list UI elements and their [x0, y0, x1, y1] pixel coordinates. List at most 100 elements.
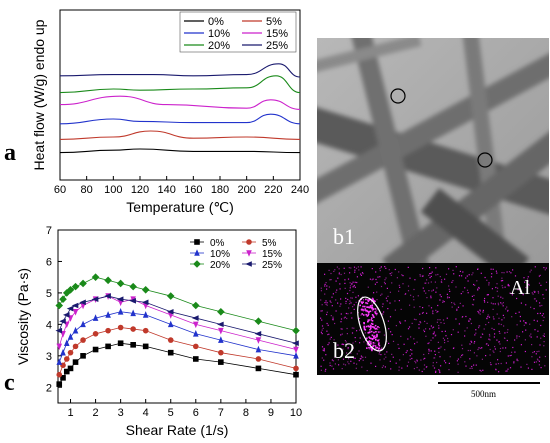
- y-tick-label: 5: [46, 288, 52, 300]
- eds-dot: [386, 287, 388, 289]
- eds-dot: [439, 294, 441, 296]
- eds-dot: [450, 334, 453, 336]
- eds-dot: [436, 287, 438, 289]
- eds-dot: [501, 319, 503, 321]
- data-point: [130, 342, 136, 348]
- eds-dot: [343, 343, 345, 346]
- eds-dot-cluster: [359, 304, 361, 307]
- eds-dot: [346, 352, 348, 354]
- eds-dot: [409, 358, 411, 360]
- eds-dot: [518, 311, 520, 313]
- eds-dot: [364, 356, 367, 358]
- eds-dot: [402, 275, 404, 277]
- eds-dot: [351, 297, 353, 299]
- eds-dot: [338, 364, 340, 366]
- eds-dot: [378, 331, 380, 333]
- data-point: [129, 282, 137, 291]
- eds-dot: [340, 273, 342, 276]
- eds-dot: [469, 343, 471, 345]
- eds-dot: [328, 286, 330, 288]
- eds-dot: [482, 369, 484, 371]
- legend-marker: [193, 260, 201, 268]
- eds-dot: [542, 319, 544, 322]
- eds-dot: [429, 267, 431, 269]
- eds-dot: [430, 297, 432, 299]
- eds-dot: [505, 308, 507, 310]
- eds-dot-cluster: [370, 327, 372, 330]
- eds-dot: [530, 333, 532, 335]
- eds-dot: [326, 285, 328, 287]
- data-point: [142, 327, 149, 334]
- eds-dot: [383, 334, 385, 336]
- eds-dot: [385, 356, 387, 358]
- eds-dot-cluster: [361, 302, 363, 305]
- eds-dot-cluster: [366, 310, 369, 313]
- eds-dot: [328, 333, 330, 335]
- eds-dot: [506, 339, 508, 342]
- eds-dot: [344, 340, 346, 342]
- eds-dot: [487, 316, 489, 318]
- eds-dot: [347, 347, 349, 349]
- eds-dot: [443, 339, 446, 341]
- eds-dot: [387, 295, 389, 297]
- eds-dot: [525, 329, 527, 331]
- eds-dot: [544, 269, 546, 271]
- scale-bar-label: 500nm: [471, 389, 496, 399]
- legend-label: 10%: [210, 249, 230, 260]
- eds-dot: [330, 336, 332, 338]
- eds-dot: [425, 328, 427, 330]
- plot-frame: [59, 9, 301, 181]
- legend-marker: [194, 239, 200, 245]
- eds-dot: [488, 338, 490, 340]
- eds-dot: [516, 335, 518, 337]
- eds-dot: [537, 359, 539, 361]
- eds-dot: [344, 287, 346, 289]
- eds-dot: [338, 273, 340, 275]
- eds-dot: [497, 304, 500, 306]
- eds-dot: [335, 280, 337, 282]
- eds-dot: [542, 335, 544, 337]
- data-point: [59, 318, 66, 325]
- eds-dot: [451, 302, 453, 304]
- eds-dot: [480, 347, 482, 349]
- eds-dot: [483, 328, 485, 330]
- eds-dot: [354, 269, 356, 271]
- eds-dot: [369, 278, 371, 280]
- eds-dot: [500, 302, 502, 304]
- eds-dot: [399, 286, 401, 288]
- eds-dot: [384, 366, 386, 368]
- eds-dot: [389, 302, 391, 304]
- eds-dot: [347, 361, 349, 363]
- x-tick-label: 6: [193, 407, 199, 419]
- eds-dot: [337, 277, 339, 279]
- eds-dot: [495, 369, 497, 371]
- eds-dot: [329, 279, 331, 281]
- eds-dot-cluster: [371, 307, 373, 310]
- legend-label: 0%: [210, 238, 225, 249]
- eds-dot: [480, 336, 482, 338]
- eds-dot: [324, 273, 326, 275]
- y-tick-label: 2: [46, 382, 52, 394]
- eds-dot: [531, 368, 533, 370]
- eds-dot: [514, 339, 516, 341]
- eds-dot: [323, 350, 325, 352]
- eds-dot: [355, 367, 357, 369]
- eds-dot: [527, 286, 529, 288]
- data-point: [167, 349, 174, 356]
- eds-dot: [520, 366, 522, 368]
- eds-dot: [498, 330, 500, 333]
- eds-dot: [422, 311, 424, 314]
- eds-dot: [473, 283, 475, 286]
- eds-dot: [525, 322, 527, 325]
- eds-dot: [494, 346, 496, 348]
- eds-dot: [350, 360, 352, 362]
- eds-dot: [332, 319, 334, 321]
- data-point: [116, 296, 124, 302]
- eds-dot: [320, 317, 322, 319]
- data-point: [71, 282, 80, 291]
- eds-dot: [376, 291, 378, 293]
- eds-dot: [448, 288, 450, 290]
- eds-dot: [325, 303, 327, 305]
- eds-dot: [362, 356, 364, 358]
- panel-letter-c: c: [4, 370, 15, 396]
